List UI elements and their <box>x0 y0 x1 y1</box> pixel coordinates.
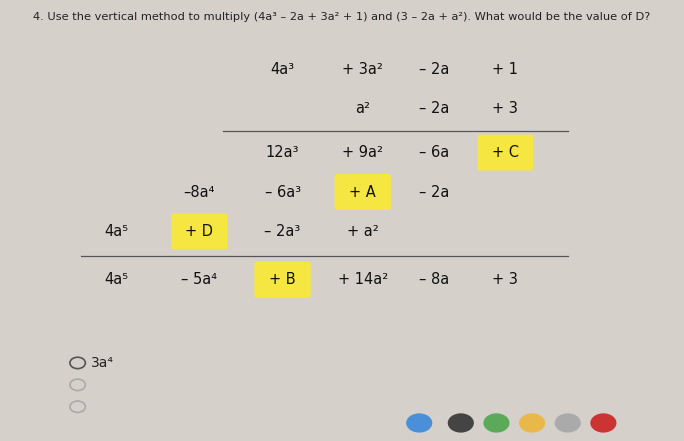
Text: 4a⁵: 4a⁵ <box>104 224 129 239</box>
Text: – 2a: – 2a <box>419 184 449 199</box>
Text: 12a³: 12a³ <box>266 145 300 160</box>
Text: 4a⁵: 4a⁵ <box>104 272 129 287</box>
Text: – 2a³: – 2a³ <box>265 224 301 239</box>
Text: –8a⁴: –8a⁴ <box>184 184 215 199</box>
Text: 4a³: 4a³ <box>271 62 295 77</box>
Circle shape <box>406 413 432 433</box>
Text: – 6a: – 6a <box>419 145 449 160</box>
Text: + C: + C <box>492 145 519 160</box>
Text: + a²: + a² <box>347 224 379 239</box>
Text: – 5a⁴: – 5a⁴ <box>181 272 218 287</box>
FancyBboxPatch shape <box>254 262 311 298</box>
Text: a²: a² <box>355 101 370 116</box>
Text: + 9a²: + 9a² <box>342 145 383 160</box>
Circle shape <box>484 413 510 433</box>
FancyBboxPatch shape <box>334 174 391 210</box>
Text: 3a⁴: 3a⁴ <box>91 356 114 370</box>
Text: + 3: + 3 <box>492 101 518 116</box>
Text: – 2a: – 2a <box>419 101 449 116</box>
FancyBboxPatch shape <box>171 213 228 250</box>
Circle shape <box>590 413 616 433</box>
Text: – 8a: – 8a <box>419 272 449 287</box>
Circle shape <box>519 413 545 433</box>
Text: – 6a³: – 6a³ <box>265 184 301 199</box>
Text: + B: + B <box>269 272 296 287</box>
Text: + 14a²: + 14a² <box>338 272 388 287</box>
Circle shape <box>555 413 581 433</box>
Text: + 3a²: + 3a² <box>343 62 383 77</box>
Text: – 2a: – 2a <box>419 62 449 77</box>
Text: + A: + A <box>350 184 376 199</box>
Text: + 3: + 3 <box>492 272 518 287</box>
Circle shape <box>448 413 474 433</box>
Text: 4. Use the vertical method to multiply (4a³ – 2a + 3a² + 1) and (3 – 2a + a²). W: 4. Use the vertical method to multiply (… <box>34 12 650 22</box>
Text: + D: + D <box>185 224 213 239</box>
Text: + 1: + 1 <box>492 62 518 77</box>
FancyBboxPatch shape <box>477 135 534 171</box>
